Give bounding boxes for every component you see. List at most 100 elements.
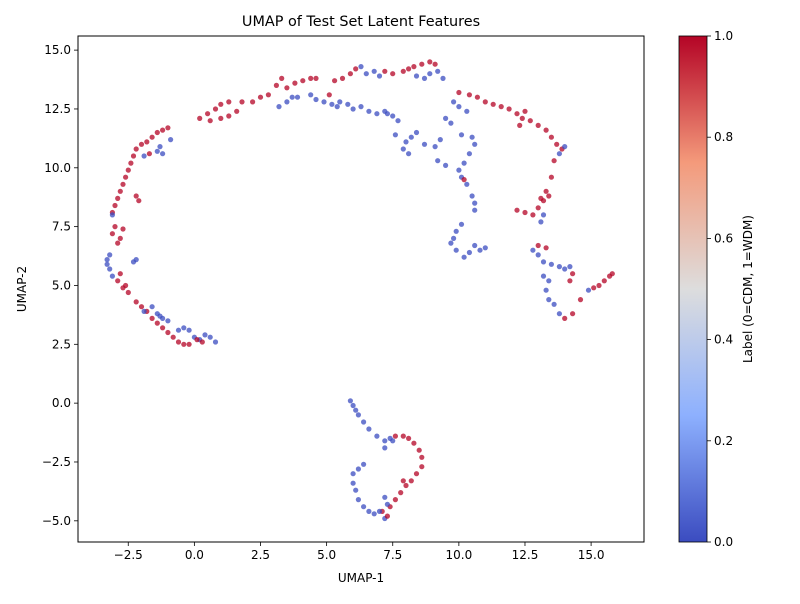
data-point — [123, 174, 129, 180]
data-point — [276, 104, 282, 110]
data-point — [543, 127, 549, 133]
y-tick-label: 7.5 — [52, 220, 71, 234]
data-point — [477, 247, 483, 253]
data-point — [419, 61, 425, 67]
data-point — [194, 337, 200, 343]
data-point — [519, 115, 525, 121]
data-point — [117, 271, 123, 277]
data-point — [226, 113, 232, 119]
data-point — [567, 264, 573, 270]
y-tick-label: 0.0 — [52, 396, 71, 410]
data-point — [556, 311, 563, 317]
data-point — [347, 398, 353, 404]
data-point — [382, 68, 388, 74]
data-point — [366, 426, 372, 432]
data-point — [546, 193, 552, 199]
data-point — [384, 111, 390, 117]
x-tick-label: 5.0 — [317, 548, 336, 562]
data-point — [329, 101, 335, 107]
data-point — [530, 212, 536, 218]
data-point — [120, 181, 126, 187]
data-point — [154, 129, 160, 136]
data-point — [363, 71, 369, 77]
data-point — [138, 141, 145, 147]
data-point — [435, 158, 441, 164]
data-point — [361, 419, 367, 425]
data-point — [136, 198, 142, 204]
data-point — [437, 137, 443, 143]
plot-frame — [77, 35, 645, 543]
colorbar-ticks: 0.0 0.2 0.4 0.6 0.8 1.0 — [707, 29, 733, 549]
data-point — [567, 278, 573, 284]
data-point — [279, 75, 285, 81]
data-point — [427, 71, 433, 77]
data-point — [353, 407, 359, 413]
data-point — [458, 221, 465, 227]
data-point — [596, 282, 602, 289]
x-tick-label: 10.0 — [446, 548, 473, 562]
data-point — [390, 438, 396, 444]
data-point — [461, 177, 467, 183]
data-point — [406, 151, 412, 157]
data-point — [451, 99, 457, 105]
data-point — [548, 134, 555, 140]
data-point — [109, 212, 115, 218]
data-point — [466, 92, 472, 98]
data-point — [149, 134, 155, 140]
data-point — [456, 89, 462, 96]
data-point — [406, 66, 412, 72]
data-point — [554, 141, 560, 147]
data-point — [400, 433, 406, 439]
data-point — [112, 202, 118, 209]
data-point — [408, 478, 414, 484]
data-point — [562, 315, 568, 321]
data-point — [535, 122, 541, 128]
x-tick-label: −2.5 — [114, 548, 143, 562]
data-point — [458, 132, 465, 138]
data-point — [448, 120, 454, 126]
data-point — [313, 75, 319, 81]
data-point — [165, 318, 171, 324]
data-point — [562, 144, 568, 150]
data-point — [482, 245, 488, 251]
data-point — [384, 501, 390, 507]
data-point — [376, 73, 383, 79]
data-point — [355, 497, 361, 503]
colorbar-tick-label: 1.0 — [714, 29, 733, 43]
data-point — [374, 433, 380, 439]
data-point — [456, 167, 462, 173]
data-point — [355, 412, 361, 418]
data-point — [400, 146, 406, 152]
data-point — [421, 75, 428, 81]
data-point — [411, 64, 417, 70]
points-layer — [104, 59, 615, 522]
x-tick-label: 15.0 — [578, 548, 605, 562]
y-tick-label: 15.0 — [44, 43, 71, 57]
data-point — [540, 198, 547, 204]
data-point — [543, 287, 549, 293]
data-point — [413, 129, 420, 136]
data-point — [273, 82, 279, 88]
data-point — [398, 490, 404, 496]
data-point — [175, 339, 182, 345]
data-point — [138, 304, 145, 310]
data-point — [218, 101, 224, 107]
data-point — [456, 104, 462, 110]
data-point — [469, 193, 475, 199]
data-point — [472, 200, 478, 206]
data-point — [130, 153, 137, 159]
data-point — [157, 313, 163, 319]
data-point — [601, 278, 607, 284]
data-point — [538, 219, 544, 225]
data-point — [400, 478, 406, 484]
data-point — [144, 139, 150, 145]
data-point — [212, 106, 219, 112]
data-point — [469, 134, 475, 140]
data-point — [464, 181, 470, 187]
data-point — [376, 508, 383, 514]
x-tick-label: 12.5 — [512, 548, 539, 562]
data-point — [234, 108, 240, 114]
data-point — [432, 61, 438, 67]
data-point — [514, 207, 520, 213]
